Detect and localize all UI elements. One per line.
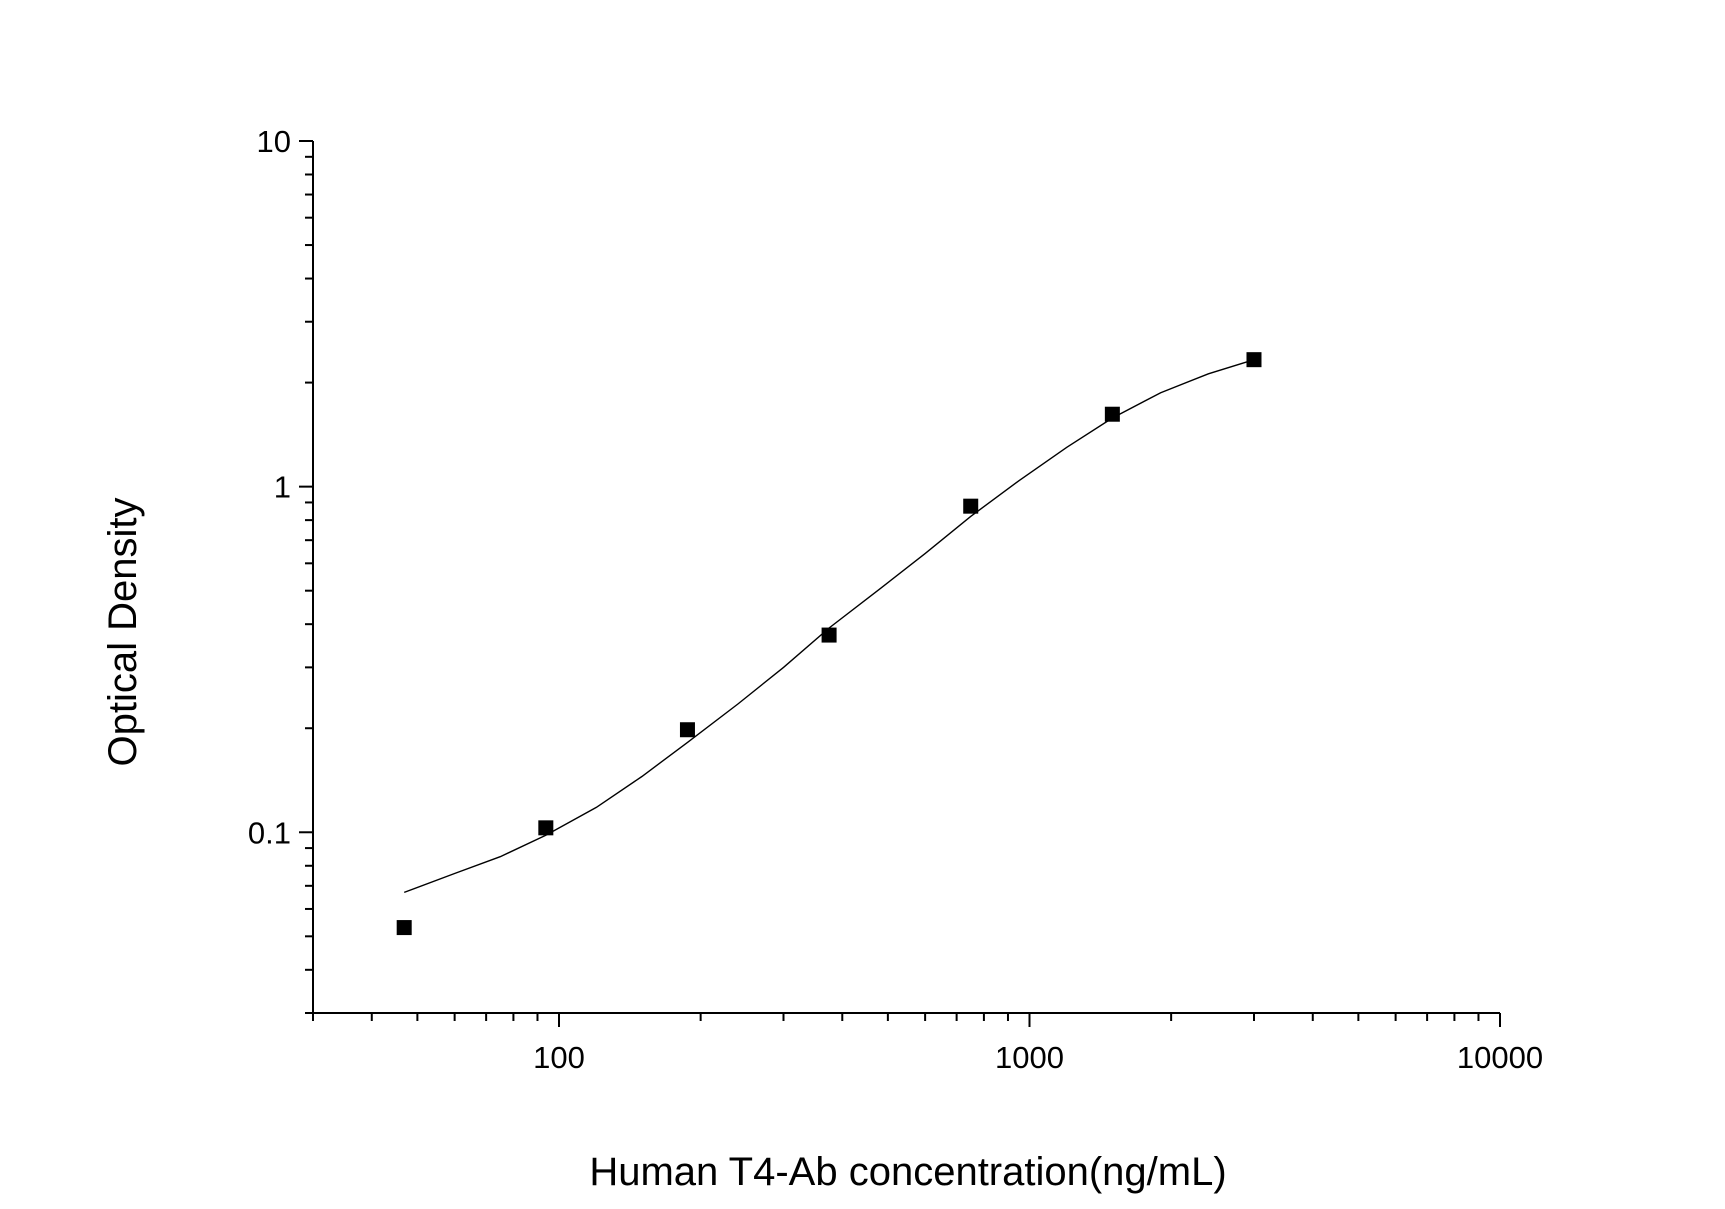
- y-tick-label: 10: [257, 124, 291, 159]
- y-tick-label: 1: [274, 470, 291, 505]
- axes-layer: 100 1000 10000 0.1 1 10: [248, 124, 1543, 1075]
- fitted-curve-line: [403, 359, 1255, 894]
- x-axis-title: Human T4-Ab concentration(ng/mL): [589, 1150, 1226, 1194]
- data-point-marker: [1104, 406, 1120, 422]
- x-tick-label: 1000: [995, 1040, 1064, 1075]
- labels-layer: Optical Density Human T4-Ab concentratio…: [101, 498, 1227, 1194]
- data-point-marker: [396, 920, 412, 936]
- data-point-marker: [821, 627, 837, 643]
- x-tick-label: 10000: [1457, 1040, 1543, 1075]
- data-point-marker: [679, 722, 695, 738]
- curve-layer: [403, 359, 1255, 894]
- data-point-marker: [963, 498, 979, 514]
- y-axis-title: Optical Density: [101, 498, 145, 767]
- x-tick-label: 100: [533, 1040, 585, 1075]
- data-point-marker: [1246, 352, 1262, 368]
- points-layer: [396, 352, 1262, 936]
- data-point-marker: [538, 820, 554, 836]
- y-tick-label: 0.1: [248, 815, 291, 850]
